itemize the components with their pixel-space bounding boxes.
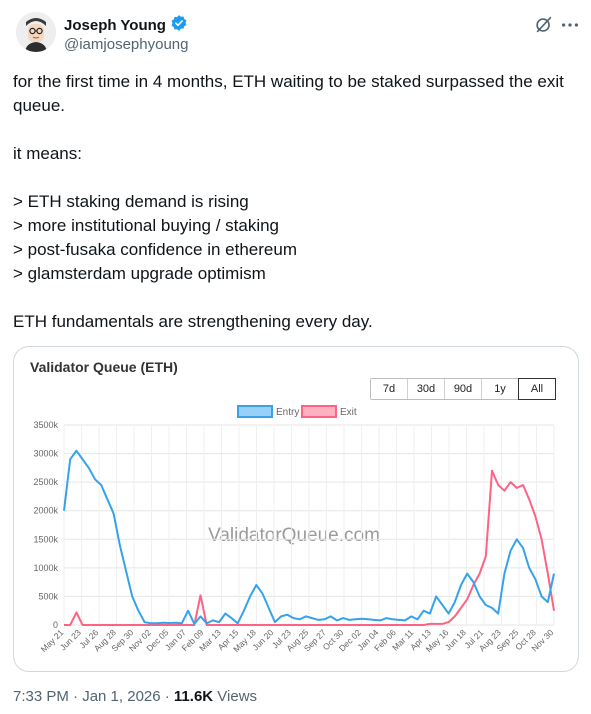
- y-tick-label: 3000k: [33, 449, 58, 459]
- range-button-7d[interactable]: 7d: [371, 379, 408, 399]
- legend-label-entry: Entry: [276, 407, 299, 418]
- range-button-1y[interactable]: 1y: [482, 379, 519, 399]
- chart-title: Validator Queue (ETH): [30, 359, 178, 375]
- y-tick-label: 3500k: [33, 420, 58, 430]
- range-button-30d[interactable]: 30d: [408, 379, 445, 399]
- tweet-text: for the first time in 4 months, ETH wait…: [13, 72, 564, 331]
- avatar[interactable]: [16, 12, 56, 52]
- verified-badge-icon: [170, 14, 188, 37]
- more-icon[interactable]: [559, 14, 581, 36]
- tweet-timestamp[interactable]: 7:33 PM · Jan 1, 2026 ·: [13, 688, 174, 705]
- tweet-footer: 7:33 PM · Jan 1, 2026 · 11.6K Views: [13, 688, 257, 705]
- y-tick-label: 0: [53, 620, 58, 630]
- series-line-exit: [64, 469, 555, 626]
- chart-legend: Entry Exit: [237, 405, 357, 418]
- series-line-entry: [63, 449, 555, 625]
- author-display-name[interactable]: Joseph Young: [64, 17, 166, 34]
- views-label: Views: [213, 688, 258, 705]
- y-tick-label: 500k: [38, 591, 58, 601]
- chart-card[interactable]: Validator Queue (ETH) 7d 30d 90d 1y All …: [13, 346, 579, 672]
- legend-swatch-entry: [237, 405, 273, 418]
- y-tick-label: 2000k: [33, 506, 58, 516]
- chart-watermark: ValidatorQueue.com: [208, 525, 380, 546]
- range-button-all[interactable]: All: [518, 378, 556, 400]
- author-handle[interactable]: @iamjosephyoung: [64, 36, 189, 53]
- y-tick-label: 2500k: [33, 477, 58, 487]
- y-tick-label: 1500k: [33, 534, 58, 544]
- author-name-row: Joseph Young: [64, 14, 188, 37]
- validator-queue-chart: Entry Exit ValidatorQueue.com 0 500k 1000k…: [33, 405, 556, 654]
- range-button-group: 7d 30d 90d 1y All: [370, 378, 556, 400]
- y-tick-label: 1000k: [33, 563, 58, 573]
- range-button-90d[interactable]: 90d: [445, 379, 482, 399]
- legend-swatch-exit: [301, 405, 337, 418]
- grok-icon[interactable]: [533, 14, 555, 36]
- legend-label-exit: Exit: [340, 407, 357, 418]
- views-count: 11.6K: [173, 688, 214, 705]
- avatar-illustration: [16, 12, 56, 52]
